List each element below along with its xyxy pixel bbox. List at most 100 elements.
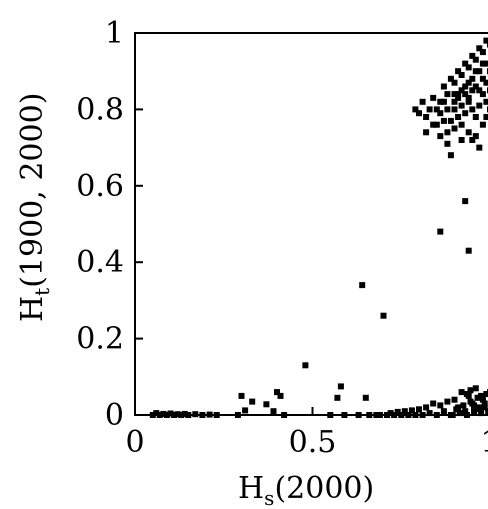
data-point xyxy=(469,87,476,94)
data-point xyxy=(449,412,456,418)
data-point xyxy=(447,152,454,159)
data-point xyxy=(405,412,412,418)
data-point xyxy=(465,129,472,136)
data-point xyxy=(455,91,462,98)
data-point xyxy=(476,87,483,94)
data-point xyxy=(451,125,458,132)
data-point xyxy=(359,282,366,289)
data-point xyxy=(416,406,422,413)
data-point xyxy=(274,389,280,396)
y-axis-label: Ht(1900, 2000) xyxy=(15,93,54,322)
data-point xyxy=(398,412,405,418)
y-tick-label: 1 xyxy=(105,16,124,51)
data-point xyxy=(437,133,444,140)
data-point xyxy=(178,412,185,418)
data-point xyxy=(479,91,486,98)
x-ticks: 00.51 xyxy=(125,407,488,460)
data-point xyxy=(472,68,479,75)
x-axis-label: Hs(2000) xyxy=(238,471,374,509)
data-point xyxy=(472,133,479,140)
data-point xyxy=(479,75,486,82)
data-point xyxy=(444,91,451,98)
data-point xyxy=(469,137,476,143)
data-point xyxy=(483,98,488,105)
data-point xyxy=(423,114,430,120)
points-layer xyxy=(149,37,488,418)
data-point xyxy=(469,75,476,82)
data-point xyxy=(444,106,451,113)
data-point xyxy=(426,410,433,417)
plot-frame xyxy=(134,32,488,416)
data-point xyxy=(433,106,440,113)
data-point xyxy=(163,412,170,418)
data-point xyxy=(277,392,284,399)
data-point xyxy=(423,404,430,411)
data-point xyxy=(479,396,486,403)
data-point xyxy=(476,68,483,75)
data-point xyxy=(479,60,486,67)
data-point xyxy=(476,45,483,52)
data-point xyxy=(462,198,469,205)
data-point xyxy=(213,412,220,418)
data-point xyxy=(433,412,440,418)
data-point xyxy=(387,410,394,417)
data-point xyxy=(472,385,479,392)
data-point xyxy=(478,410,485,417)
data-point xyxy=(476,102,483,109)
data-point xyxy=(469,106,476,113)
data-point xyxy=(455,114,462,120)
data-point xyxy=(376,412,383,418)
data-point xyxy=(462,110,469,117)
y-axis-label-suffix: (1900, 2000) xyxy=(15,93,50,288)
data-point xyxy=(458,87,465,94)
data-point xyxy=(481,404,488,411)
data-point xyxy=(199,412,206,418)
data-point xyxy=(366,412,373,418)
data-point xyxy=(408,407,415,414)
data-point xyxy=(412,412,419,418)
data-point xyxy=(401,408,408,415)
data-point xyxy=(419,98,426,105)
data-point xyxy=(437,98,444,105)
data-point xyxy=(174,411,181,418)
data-point xyxy=(451,79,458,86)
data-point xyxy=(458,121,465,128)
y-tick-label: 0.6 xyxy=(76,169,124,204)
data-point xyxy=(476,144,483,151)
data-point xyxy=(437,228,444,235)
data-point xyxy=(451,396,458,403)
data-point xyxy=(458,102,465,109)
data-point xyxy=(479,49,486,56)
data-point xyxy=(412,106,419,113)
data-point xyxy=(458,137,465,143)
x-axis-label-sub: s xyxy=(264,486,274,509)
data-point xyxy=(394,408,401,415)
data-point xyxy=(471,408,477,415)
data-point xyxy=(462,91,469,98)
data-point xyxy=(462,60,469,67)
data-point xyxy=(444,140,451,147)
data-point xyxy=(447,117,454,124)
data-point xyxy=(451,98,458,105)
data-point xyxy=(455,68,462,75)
data-point xyxy=(465,79,472,86)
data-point xyxy=(456,410,463,417)
data-point xyxy=(465,247,472,254)
y-ticks: 0 0.2 0.4 0.6 0.8 1 xyxy=(76,16,143,433)
x-axis-label-main: H xyxy=(238,471,264,506)
data-point xyxy=(474,406,481,413)
y-tick-label: 0.8 xyxy=(76,92,124,127)
data-point xyxy=(465,94,472,101)
data-point xyxy=(472,114,479,120)
data-point xyxy=(156,412,163,418)
data-point xyxy=(453,406,460,413)
data-point xyxy=(337,383,344,390)
data-point xyxy=(440,83,447,90)
data-point xyxy=(483,391,488,397)
data-point xyxy=(462,408,469,415)
data-point xyxy=(469,52,476,59)
data-point xyxy=(373,412,380,418)
y-axis-label-main: H xyxy=(15,296,50,322)
data-point xyxy=(380,312,387,319)
data-point xyxy=(463,412,470,418)
